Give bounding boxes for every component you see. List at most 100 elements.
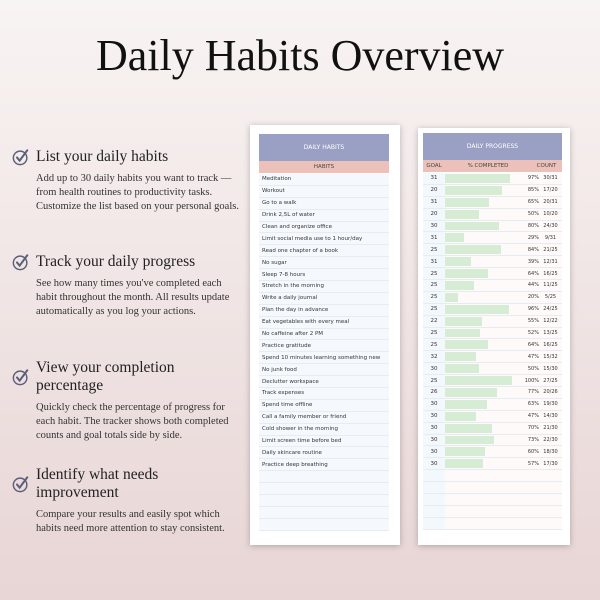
progress-row: 25 52% 13/25 bbox=[423, 327, 562, 340]
progress-bar bbox=[445, 221, 499, 231]
habit-row: Daily skincare routine bbox=[259, 447, 389, 460]
habit-name: Track expenses bbox=[262, 390, 305, 397]
feature-description: Add up to 30 daily habits you want to tr… bbox=[36, 173, 239, 212]
progress-row: 22 55% 12/22 bbox=[423, 315, 562, 328]
habit-row: Declutter workspace bbox=[259, 376, 389, 389]
habit-name: Spend time offline bbox=[262, 402, 313, 409]
progress-bar bbox=[445, 352, 477, 362]
check-circle-icon bbox=[12, 368, 36, 386]
feature-item: Identify what needs improvement Compare y… bbox=[12, 466, 242, 536]
progress-row: 31 29% 9/31 bbox=[423, 232, 562, 245]
daily-progress-card: DAILY PROGRESS GOAL % COMPLETED COUNT 31… bbox=[418, 128, 570, 545]
progress-bar bbox=[445, 185, 502, 195]
progress-row: 25 84% 21/25 bbox=[423, 244, 562, 257]
page-title: Daily Habits Overview bbox=[95, 31, 505, 80]
count-value: 21/30 bbox=[543, 425, 558, 432]
pct-value: 47% bbox=[527, 413, 539, 420]
progress-row: 25 64% 16/25 bbox=[423, 268, 562, 281]
habit-row: Write a daily journal bbox=[259, 292, 389, 305]
progress-bar bbox=[445, 423, 492, 433]
count-value: 27/25 bbox=[543, 377, 558, 384]
count-value: 30/31 bbox=[543, 175, 558, 182]
count-value: 10/20 bbox=[543, 211, 558, 218]
habit-row: Sleep 7-8 hours bbox=[259, 269, 389, 282]
habit-name: Plan the day in advance bbox=[262, 307, 329, 314]
habit-row: Stretch in the morning bbox=[259, 281, 389, 293]
count-value: 20/31 bbox=[543, 199, 558, 206]
habit-row: Clean and organize office bbox=[259, 221, 389, 234]
count-value: 16/25 bbox=[543, 270, 558, 277]
progress-row: 30 80% 24/30 bbox=[423, 220, 562, 233]
habit-row: Limit social media use to 1 hour/day bbox=[259, 233, 389, 246]
progress-bar bbox=[445, 233, 465, 243]
progress-row: 31 39% 12/31 bbox=[423, 256, 562, 269]
pct-value: 57% bbox=[527, 460, 539, 467]
progress-bar bbox=[445, 174, 510, 183]
goal-value: 20 bbox=[423, 208, 445, 220]
progress-bar bbox=[445, 245, 502, 255]
count-value: 14/30 bbox=[543, 413, 558, 420]
habit-row: Plan the day in advance bbox=[259, 304, 389, 317]
goal-value: 30 bbox=[423, 220, 445, 232]
goal-value: 25 bbox=[423, 280, 445, 291]
progress-bar bbox=[445, 304, 510, 314]
progress-row: 26 77% 20/26 bbox=[423, 387, 562, 399]
habit-row: Meditation bbox=[259, 174, 389, 186]
goal-value: 31 bbox=[423, 173, 445, 184]
goal-value: 30 bbox=[423, 458, 445, 470]
goal-value: 25 bbox=[423, 291, 445, 303]
pct-value: 100% bbox=[524, 377, 539, 384]
goal-value: 25 bbox=[423, 303, 445, 315]
progress-row: 25 100% 27/25 bbox=[423, 375, 562, 388]
progress-bar bbox=[445, 257, 472, 267]
check-circle-icon bbox=[12, 475, 36, 493]
pct-column-header: % COMPLETED bbox=[467, 163, 509, 169]
goal-value: 20 bbox=[423, 184, 445, 196]
habit-name: Cold shower in the morning bbox=[262, 426, 338, 433]
pct-value: 60% bbox=[527, 448, 539, 455]
count-value: 17/20 bbox=[543, 187, 558, 194]
habits-column-header: HABITS bbox=[259, 161, 389, 173]
pct-value: 50% bbox=[527, 211, 539, 218]
habit-row: No sugar bbox=[259, 257, 389, 270]
pct-value: 73% bbox=[527, 437, 539, 444]
count-value: 5/25 bbox=[544, 294, 557, 301]
progress-bar bbox=[445, 340, 488, 350]
progress-row: 25 20% 5/25 bbox=[423, 291, 562, 304]
progress-header: DAILY PROGRESS bbox=[423, 133, 562, 160]
habit-name: Workout bbox=[262, 188, 285, 195]
habit-name: Practice deep breathing bbox=[262, 461, 328, 468]
pct-value: 52% bbox=[527, 330, 539, 337]
pct-value: 44% bbox=[527, 282, 539, 289]
pct-value: 50% bbox=[527, 365, 539, 372]
feature-title: Track your daily progress bbox=[36, 253, 196, 270]
progress-bar bbox=[445, 376, 512, 386]
goal-value: 30 bbox=[423, 410, 445, 422]
pct-value: 70% bbox=[527, 425, 539, 432]
habit-name: No sugar bbox=[262, 259, 287, 266]
count-value: 12/22 bbox=[543, 318, 558, 325]
progress-bar bbox=[445, 269, 488, 279]
goal-value: 30 bbox=[423, 363, 445, 375]
habit-name: Declutter workspace bbox=[262, 378, 319, 385]
progress-row: 31 97% 30/31 bbox=[423, 173, 562, 185]
check-circle-icon bbox=[12, 148, 36, 166]
habit-row: Eat vegetables with every meal bbox=[259, 316, 389, 329]
count-value: 17/30 bbox=[543, 460, 558, 467]
count-value: 15/32 bbox=[543, 353, 558, 360]
habit-name: Limit screen time before bed bbox=[262, 438, 342, 445]
pct-value: 29% bbox=[527, 234, 539, 241]
progress-row: 31 65% 20/31 bbox=[423, 196, 562, 209]
goal-value: 25 bbox=[423, 327, 445, 339]
habit-row: Read one chapter of a book bbox=[259, 245, 389, 258]
pct-value: 97% bbox=[527, 175, 539, 182]
progress-bar bbox=[445, 435, 494, 445]
habit-name: Daily skincare routine bbox=[262, 449, 322, 456]
progress-row: 32 47% 15/32 bbox=[423, 351, 562, 364]
daily-habits-card: DAILY HABITS HABITS Meditation Workout Go … bbox=[250, 125, 400, 545]
empty-progress-row bbox=[423, 482, 562, 495]
progress-row: 25 44% 11/25 bbox=[423, 280, 562, 292]
habit-row: No junk food bbox=[259, 364, 389, 377]
feature-title: View your completion percentage bbox=[36, 359, 175, 394]
habit-name: Practice gratitude bbox=[262, 342, 312, 349]
